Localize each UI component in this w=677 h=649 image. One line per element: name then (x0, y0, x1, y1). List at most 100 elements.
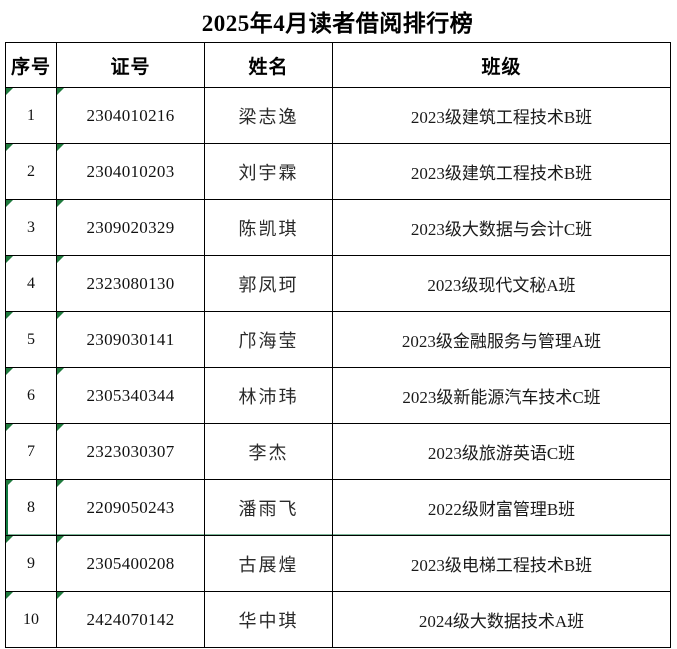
text-number-warning-icon (57, 88, 64, 95)
cell-name-text: 华中琪 (238, 610, 299, 631)
text-number-warning-icon (6, 88, 13, 95)
cell-name[interactable]: 陈凯琪 (204, 199, 333, 256)
cell-index[interactable]: 5 (5, 311, 57, 368)
ranking-table: 序号 证号 姓名 班级 1 2304010216 梁志逸 2023级建筑工程技术B班 2… (5, 42, 671, 648)
table-row[interactable]: 10 2424070142 华中琪 2024级大数据技术A班 (5, 591, 671, 648)
cell-card-no[interactable]: 2305400208 (56, 535, 205, 592)
cell-index-text: 8 (27, 498, 35, 516)
cell-class[interactable]: 2023级新能源汽车技术C班 (332, 367, 671, 424)
cell-card-no-text: 2424070142 (86, 609, 175, 629)
column-header-card-no[interactable]: 证号 (56, 42, 205, 88)
text-number-warning-icon (57, 144, 64, 151)
text-number-warning-icon (6, 592, 13, 599)
cell-card-no[interactable]: 2323080130 (56, 255, 205, 312)
table-row[interactable]: 7 2323030307 李杰 2023级旅游英语C班 (5, 423, 671, 480)
cell-index[interactable]: 9 (5, 535, 57, 592)
column-header-class[interactable]: 班级 (332, 42, 671, 88)
text-number-warning-icon (6, 312, 13, 319)
cell-name-text: 古展煌 (238, 554, 299, 575)
text-number-warning-icon (57, 480, 64, 487)
text-number-warning-icon (6, 200, 13, 207)
text-number-warning-icon (6, 424, 13, 431)
text-number-warning-icon (6, 368, 13, 375)
table-row[interactable]: 4 2323080130 郭凤珂 2023级现代文秘A班 (5, 255, 671, 312)
cell-index[interactable]: 7 (5, 423, 57, 480)
cell-class[interactable]: 2023级建筑工程技术B班 (332, 143, 671, 200)
text-number-warning-icon (57, 312, 64, 319)
cell-card-no-text: 2304010203 (86, 161, 175, 181)
table-row[interactable]: 8 2209050243 潘雨飞 2022级财富管理B班 (5, 479, 671, 536)
cell-index-text: 4 (27, 274, 35, 292)
cell-card-no-text: 2304010216 (86, 105, 175, 125)
cell-name-text: 梁志逸 (238, 106, 299, 127)
cell-name[interactable]: 林沛玮 (204, 367, 333, 424)
text-number-warning-icon (6, 536, 13, 543)
cell-class-text: 2023级旅游英语C班 (427, 444, 576, 463)
cell-index[interactable]: 6 (5, 367, 57, 424)
cell-index[interactable]: 2 (5, 143, 57, 200)
cell-index-text: 5 (27, 330, 35, 348)
column-header-index[interactable]: 序号 (5, 42, 57, 88)
text-number-warning-icon (57, 368, 64, 375)
table-row[interactable]: 2 2304010203 刘宇霖 2023级建筑工程技术B班 (5, 143, 671, 200)
cell-name[interactable]: 李杰 (204, 423, 333, 480)
cell-card-no-text: 2323030307 (86, 441, 175, 461)
cell-name[interactable]: 刘宇霖 (204, 143, 333, 200)
cell-card-no[interactable]: 2209050243 (56, 479, 205, 536)
cell-class-text: 2023级电梯工程技术B班 (410, 556, 593, 575)
cell-class[interactable]: 2023级大数据与会计C班 (332, 199, 671, 256)
cell-name[interactable]: 邝海莹 (204, 311, 333, 368)
cell-class[interactable]: 2022级财富管理B班 (332, 479, 671, 536)
text-number-warning-icon (57, 424, 64, 431)
report-title-bar: 2025年4月读者借阅排行榜 (5, 0, 670, 42)
cell-class-text: 2022级财富管理B班 (427, 500, 576, 519)
cell-class[interactable]: 2023级电梯工程技术B班 (332, 535, 671, 592)
cell-name-text: 林沛玮 (238, 386, 299, 407)
cell-card-no[interactable]: 2305340344 (56, 367, 205, 424)
cell-index-text: 9 (27, 554, 35, 572)
cell-name[interactable]: 潘雨飞 (204, 479, 333, 536)
cell-class-text: 2023级现代文秘A班 (427, 276, 576, 295)
cell-card-no-text: 2309020329 (86, 217, 175, 237)
cell-class[interactable]: 2023级建筑工程技术B班 (332, 87, 671, 144)
cell-card-no[interactable]: 2309030141 (56, 311, 205, 368)
table-row[interactable]: 9 2305400208 古展煌 2023级电梯工程技术B班 (5, 535, 671, 592)
table-header: 序号 证号 姓名 班级 (5, 42, 671, 88)
table-header-row: 序号 证号 姓名 班级 (5, 42, 671, 88)
cell-card-no[interactable]: 2323030307 (56, 423, 205, 480)
cell-index[interactable]: 10 (5, 591, 57, 648)
cell-name-text: 刘宇霖 (238, 162, 299, 183)
cell-index-text: 1 (27, 106, 35, 124)
cell-card-no[interactable]: 2309020329 (56, 199, 205, 256)
cell-index[interactable]: 8 (5, 479, 57, 536)
text-number-warning-icon (6, 480, 13, 487)
column-header-name[interactable]: 姓名 (204, 42, 333, 88)
cell-card-no-text: 2305400208 (86, 553, 175, 573)
cell-card-no[interactable]: 2304010216 (56, 87, 205, 144)
cell-class[interactable]: 2023级现代文秘A班 (332, 255, 671, 312)
cell-card-no[interactable]: 2424070142 (56, 591, 205, 648)
cell-index[interactable]: 1 (5, 87, 57, 144)
text-number-warning-icon (57, 536, 64, 543)
cell-class[interactable]: 2024级大数据技术A班 (332, 591, 671, 648)
cell-name[interactable]: 华中琪 (204, 591, 333, 648)
table-row[interactable]: 6 2305340344 林沛玮 2023级新能源汽车技术C班 (5, 367, 671, 424)
cell-class[interactable]: 2023级旅游英语C班 (332, 423, 671, 480)
table-row[interactable]: 5 2309030141 邝海莹 2023级金融服务与管理A班 (5, 311, 671, 368)
cell-name[interactable]: 古展煌 (204, 535, 333, 592)
cell-index[interactable]: 3 (5, 199, 57, 256)
text-number-warning-icon (57, 200, 64, 207)
text-number-warning-icon (6, 256, 13, 263)
text-number-warning-icon (6, 144, 13, 151)
cell-name[interactable]: 梁志逸 (204, 87, 333, 144)
cell-class-text: 2023级金融服务与管理A班 (401, 332, 602, 351)
cell-name[interactable]: 郭凤珂 (204, 255, 333, 312)
cell-index-text: 10 (23, 610, 39, 628)
cell-index-text: 2 (27, 162, 35, 180)
table-row[interactable]: 3 2309020329 陈凯琪 2023级大数据与会计C班 (5, 199, 671, 256)
table-row[interactable]: 1 2304010216 梁志逸 2023级建筑工程技术B班 (5, 87, 671, 144)
cell-index[interactable]: 4 (5, 255, 57, 312)
cell-card-no[interactable]: 2304010203 (56, 143, 205, 200)
cell-class[interactable]: 2023级金融服务与管理A班 (332, 311, 671, 368)
